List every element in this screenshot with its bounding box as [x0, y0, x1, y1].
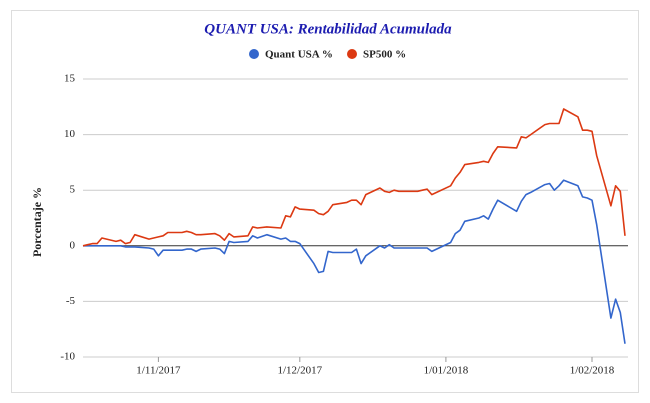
y-tick-label: -5: [66, 295, 76, 307]
series-line: [82, 108, 626, 247]
chart-title: QUANT USA: Rentabilidad Acumulada: [204, 21, 452, 37]
x-tick-label: 1/01/2018: [424, 365, 469, 377]
x-tick-label: 1/02/2018: [570, 365, 615, 377]
y-axis-label: Porcentaje %: [30, 187, 44, 257]
y-tick-label: 15: [64, 73, 76, 85]
legend-label: Quant USA %: [265, 49, 333, 61]
legend-label: SP500 %: [363, 49, 406, 61]
legend-marker: [347, 49, 357, 59]
legend-marker: [249, 49, 259, 59]
chart-frame: [11, 10, 639, 393]
x-tick-label: 1/11/2017: [136, 365, 181, 377]
y-tick-label: 10: [64, 128, 76, 140]
y-tick-label: 5: [70, 184, 76, 196]
y-tick-label: 0: [70, 239, 76, 251]
y-tick-label: -10: [60, 351, 75, 363]
x-tick-label: 1/12/2017: [277, 365, 322, 377]
series-line: [83, 179, 626, 344]
